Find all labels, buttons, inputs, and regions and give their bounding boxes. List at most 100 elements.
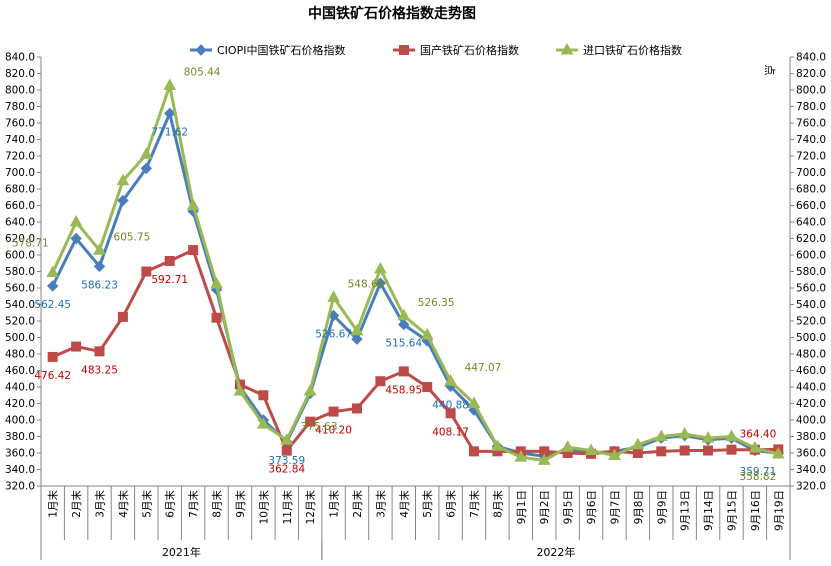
data-point xyxy=(491,439,504,451)
data-point xyxy=(374,261,387,274)
data-label: 605.75 xyxy=(114,231,151,243)
series-2 xyxy=(46,78,785,465)
data-point xyxy=(210,276,223,289)
data-point xyxy=(678,426,692,439)
data-point xyxy=(69,214,83,227)
series-layer xyxy=(46,78,785,465)
y-tick-label-left: 820.0 xyxy=(5,68,35,80)
data-point xyxy=(71,341,82,352)
data-point xyxy=(351,333,363,345)
data-label: 373.59 xyxy=(268,455,305,467)
data-label: 410.20 xyxy=(315,425,352,437)
data-point xyxy=(117,311,128,322)
data-point xyxy=(748,441,762,453)
x-tick-label: 1月末 xyxy=(328,490,341,518)
data-label: 364.40 xyxy=(740,428,777,440)
y-tick-label-left: 400.0 xyxy=(5,415,35,427)
x-tick-label: 3月末 xyxy=(94,490,107,518)
data-label: 375.63 xyxy=(301,421,338,433)
data-point xyxy=(514,450,528,462)
y-tick-label-right: 380.0 xyxy=(796,431,826,443)
y-tick-label-right: 700.0 xyxy=(796,167,826,179)
y-tick-label-left: 840.0 xyxy=(5,52,35,64)
data-point xyxy=(656,446,667,457)
y-tick-label-left: 500.0 xyxy=(5,332,35,344)
x-tick-label: 2月末 xyxy=(70,490,83,518)
data-label: 362.84 xyxy=(268,464,305,476)
data-point xyxy=(186,198,200,210)
data-point xyxy=(46,265,60,278)
x-tick-label: 2月末 xyxy=(351,490,364,518)
data-label: 771.62 xyxy=(151,126,188,138)
y-tick-label-right: 840.0 xyxy=(796,52,826,64)
y-tick-label-left: 680.0 xyxy=(5,184,35,196)
data-point xyxy=(375,376,386,387)
y-tick-label-right: 340.0 xyxy=(796,464,826,476)
data-point xyxy=(703,445,714,456)
y-tick-label-left: 360.0 xyxy=(5,448,35,460)
y-tick-label-left: 340.0 xyxy=(5,464,35,476)
y-tick-label-left: 760.0 xyxy=(5,118,35,130)
x-tick-label: 1月末 xyxy=(47,490,60,518)
x-tick-label: 5月末 xyxy=(421,490,434,518)
data-point xyxy=(608,448,621,460)
x-tick-label: 7月末 xyxy=(468,490,481,518)
data-point xyxy=(537,453,551,465)
x-tick-label: 9月1日 xyxy=(516,490,528,524)
y-tick-label-left: 440.0 xyxy=(5,382,35,394)
y-tick-label-right: 320.0 xyxy=(796,481,826,493)
y-tick-label-left: 480.0 xyxy=(5,349,35,361)
data-label: 358.82 xyxy=(740,471,777,483)
data-point xyxy=(561,440,574,452)
y-tick-label-left: 580.0 xyxy=(5,266,35,278)
data-point xyxy=(654,429,668,441)
y-tick-label-right: 480.0 xyxy=(796,349,826,361)
data-point xyxy=(188,245,199,256)
right-axis-unit-label: 点 xyxy=(763,65,776,76)
data-point xyxy=(701,431,715,443)
data-point xyxy=(726,444,737,455)
y-tick-label-right: 800.0 xyxy=(796,85,826,97)
y-tick-label-left: 460.0 xyxy=(5,365,35,377)
y-tick-label-left: 700.0 xyxy=(5,167,35,179)
data-point xyxy=(584,443,598,456)
x-tick-label: 9月9日 xyxy=(656,490,668,524)
x-tick-label: 6月末 xyxy=(164,490,177,518)
y-tick-label-right: 440.0 xyxy=(796,382,826,394)
y-tick-label-left: 720.0 xyxy=(5,151,35,163)
data-point xyxy=(467,396,481,408)
legend-item: CIOPI中国铁矿石价格指数 xyxy=(190,43,345,57)
data-point xyxy=(93,243,106,255)
data-point xyxy=(469,446,480,457)
data-point xyxy=(397,308,411,321)
data-point xyxy=(163,78,177,91)
y-tick-label-right: 600.0 xyxy=(796,250,826,262)
x-tick-label: 3月末 xyxy=(374,490,387,518)
data-label: 562.45 xyxy=(34,299,71,311)
data-label: 359.71 xyxy=(740,466,777,478)
x-tick-label: 9月8日 xyxy=(633,490,645,524)
data-point xyxy=(46,280,59,292)
data-point xyxy=(280,433,294,445)
y-tick-label-right: 460.0 xyxy=(796,365,826,377)
data-label: 548.68 xyxy=(348,278,385,290)
data-label: 447.07 xyxy=(465,362,502,374)
data-label: 440.88 xyxy=(432,399,469,411)
x-tick-label: 9月16日 xyxy=(750,490,762,531)
data-point xyxy=(679,445,690,456)
data-label: 515.64 xyxy=(385,338,422,350)
x-tick-label: 9月13日 xyxy=(680,490,692,531)
data-point xyxy=(445,408,456,419)
y-tick-label-right: 500.0 xyxy=(796,332,826,344)
data-point xyxy=(70,232,82,245)
data-label: 458.95 xyxy=(385,384,422,396)
x-tick-label: 10月末 xyxy=(257,490,270,525)
y-tick-label-left: 380.0 xyxy=(5,431,35,443)
data-point xyxy=(725,429,738,441)
data-point xyxy=(771,446,785,459)
legend-item: 国产铁矿石价格指数 xyxy=(393,43,519,57)
data-point xyxy=(233,384,247,396)
x-tick-label: 9月末 xyxy=(234,490,247,518)
series-line xyxy=(51,84,779,462)
